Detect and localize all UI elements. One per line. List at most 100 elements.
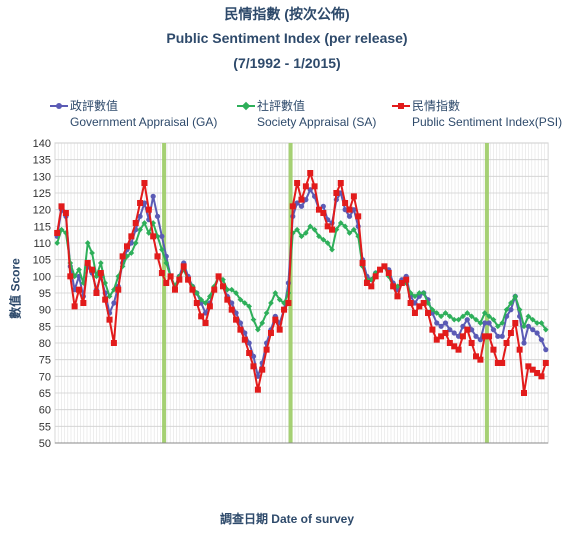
data-point-psi	[141, 180, 148, 186]
data-point-psi	[110, 340, 117, 346]
data-point-psi	[464, 326, 471, 333]
data-point-psi	[425, 310, 432, 316]
data-point-psi	[542, 360, 549, 366]
y-tick-label: 95	[39, 288, 51, 300]
data-point-ga	[159, 233, 165, 239]
data-point-sa	[451, 316, 458, 323]
data-point-sa	[141, 220, 148, 226]
data-point-sa	[233, 290, 239, 296]
data-point-psi	[507, 330, 514, 336]
data-point-psi	[403, 276, 410, 283]
data-point-psi	[185, 276, 192, 283]
data-point-ga	[469, 327, 475, 333]
data-point-psi	[372, 273, 379, 280]
y-tick-label: 80	[39, 338, 51, 350]
data-point-psi	[525, 363, 532, 370]
data-point-psi	[538, 373, 545, 380]
data-point-sa	[503, 306, 510, 313]
data-point-sa	[307, 223, 314, 230]
data-point-psi	[259, 366, 266, 373]
data-point-sa	[228, 286, 235, 293]
data-point-ga	[246, 340, 252, 346]
data-point-sa	[320, 236, 327, 243]
data-point-sa	[342, 223, 348, 230]
y-tick-label: 75	[39, 355, 51, 367]
data-point-ga	[460, 323, 466, 329]
data-point-ga	[477, 337, 483, 343]
data-point-psi	[224, 296, 231, 303]
data-point-psi	[529, 366, 536, 373]
data-point-sa	[259, 320, 266, 326]
legend-ga-key-icon	[50, 100, 68, 112]
data-point-psi	[206, 303, 213, 310]
data-point-sa	[163, 260, 170, 266]
data-point-sa	[303, 230, 309, 236]
data-point-sa	[263, 310, 270, 316]
data-point-ga	[447, 327, 453, 333]
data-point-psi	[512, 320, 519, 326]
data-point-psi	[250, 363, 257, 370]
data-point-ga	[508, 307, 514, 313]
data-point-psi	[189, 286, 196, 293]
data-point-ga	[303, 197, 309, 203]
data-point-psi	[477, 356, 484, 363]
data-point-psi	[237, 326, 244, 333]
y-tick-label: 100	[33, 271, 51, 283]
data-point-sa	[455, 316, 462, 323]
data-point-ga	[525, 323, 531, 329]
data-point-psi	[202, 320, 209, 326]
data-point-psi	[294, 180, 301, 186]
data-point-sa	[316, 233, 322, 240]
data-point-ga	[346, 213, 353, 219]
data-point-ga	[490, 327, 497, 333]
y-axis-title: 數值 Score	[8, 258, 23, 319]
data-point-ga	[307, 187, 313, 193]
data-point-sa	[246, 303, 252, 310]
data-point-psi	[311, 183, 318, 190]
data-point-sa	[272, 290, 279, 296]
data-point-ga	[342, 207, 348, 213]
data-point-psi	[211, 286, 218, 293]
legend-item-psi[interactable]: 民情指數 Public Sentiment Index(PSI)	[392, 98, 562, 130]
data-point-psi	[233, 316, 240, 323]
data-point-psi	[359, 260, 366, 266]
data-point-psi	[54, 230, 61, 236]
data-point-ga	[538, 337, 545, 343]
data-point-sa	[337, 220, 344, 226]
data-point-psi	[503, 340, 510, 346]
y-tick-label: 140	[33, 138, 51, 150]
data-point-ga	[351, 207, 357, 213]
data-point-sa	[494, 323, 501, 330]
data-point-psi	[407, 300, 414, 306]
y-tick-label: 125	[33, 188, 51, 200]
data-point-psi	[499, 360, 506, 366]
data-point-psi	[62, 210, 69, 216]
data-point-psi	[97, 270, 104, 276]
data-point-sa	[311, 226, 318, 233]
data-point-sa	[499, 320, 506, 326]
chart-subtitle: (7/1992 - 1/2015)	[233, 55, 341, 71]
data-point-psi	[455, 346, 462, 353]
data-point-psi	[302, 183, 309, 190]
data-point-psi	[451, 343, 458, 350]
data-point-sa	[89, 250, 95, 256]
data-point-ga	[482, 320, 488, 326]
data-point-psi	[84, 260, 91, 266]
data-point-ga	[150, 193, 156, 199]
legend-item-sa[interactable]: 社評數值 Society Appraisal (SA)	[237, 98, 376, 130]
data-point-psi	[416, 303, 423, 310]
data-point-sa	[268, 300, 274, 306]
data-point-psi	[368, 283, 375, 290]
data-point-psi	[158, 270, 165, 276]
legend-item-ga[interactable]: 政評數值 Government Appraisal (GA)	[50, 98, 217, 130]
data-point-psi	[442, 330, 449, 336]
data-point-psi	[272, 316, 279, 323]
data-point-psi	[473, 353, 480, 360]
data-point-ga	[464, 317, 470, 323]
data-point-psi	[394, 293, 401, 300]
y-tick-label: 60	[39, 405, 51, 417]
legend-ga-zh: 政評數值	[70, 99, 119, 113]
data-point-sa	[433, 310, 440, 316]
data-point-psi	[486, 333, 493, 340]
